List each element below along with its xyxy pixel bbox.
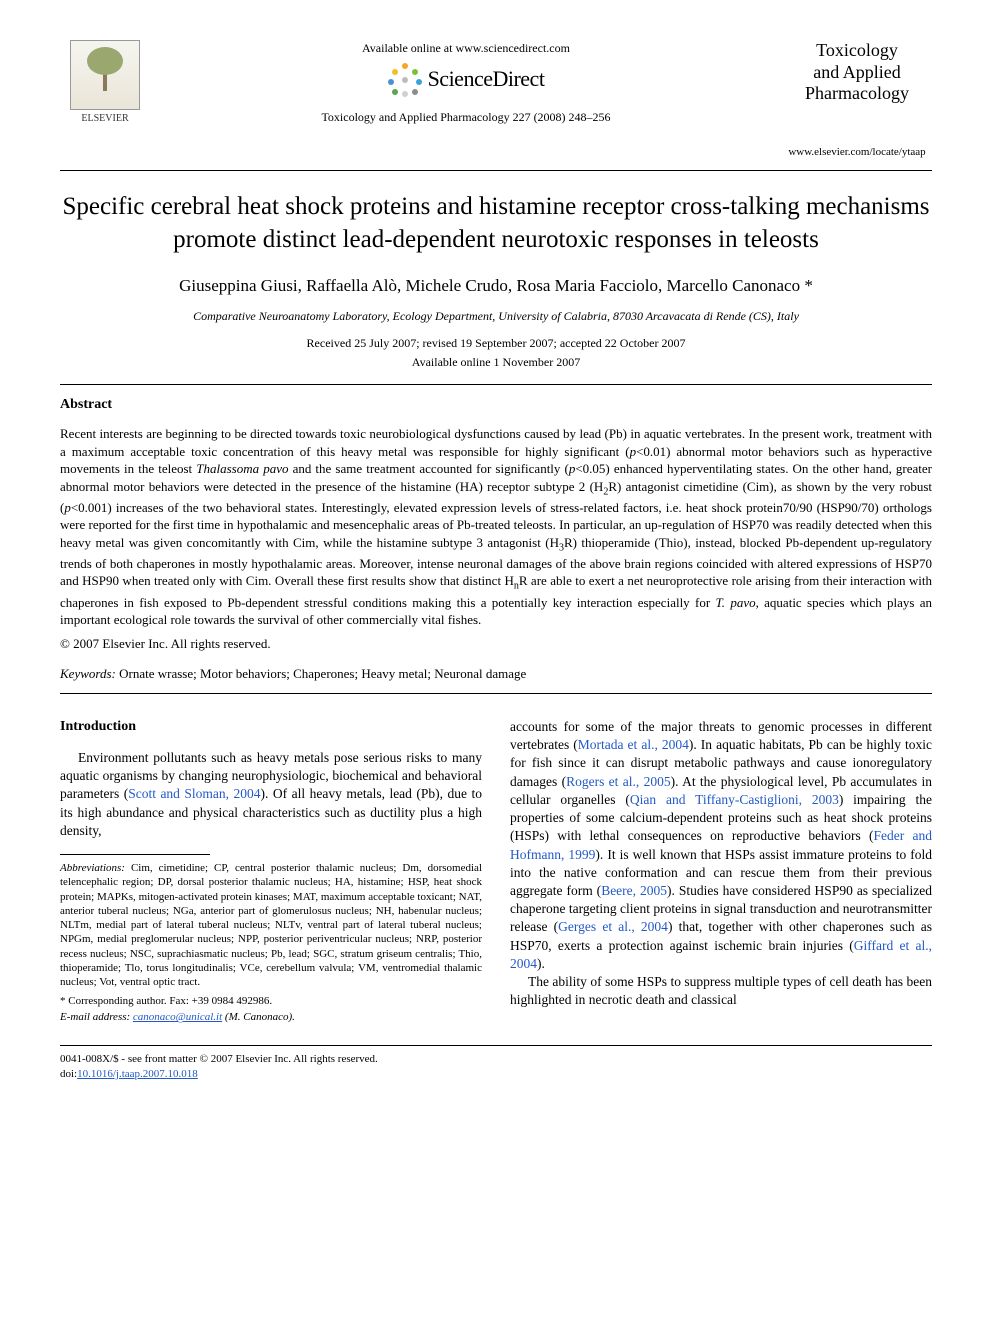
email-line: E-mail address: canonaco@unical.it (M. C… bbox=[60, 1010, 482, 1025]
citation-line: Toxicology and Applied Pharmacology 227 … bbox=[160, 109, 772, 126]
intro-para-2: The ability of some HSPs to suppress mul… bbox=[510, 973, 932, 1009]
left-column: Introduction Environment pollutants such… bbox=[60, 718, 482, 1025]
journal-box: Toxicology and Applied Pharmacology www.… bbox=[782, 40, 932, 160]
header-center: Available online at www.sciencedirect.co… bbox=[150, 40, 782, 126]
introduction-heading: Introduction bbox=[60, 718, 482, 737]
sciencedirect-text: ScienceDirect bbox=[428, 64, 545, 95]
abbrev-text: Cim, cimetidine; CP, central posterior t… bbox=[60, 862, 482, 988]
article-title: Specific cerebral heat shock proteins an… bbox=[60, 191, 932, 256]
dates-online: Available online 1 November 2007 bbox=[60, 354, 932, 371]
footnote-rule bbox=[60, 854, 210, 855]
keywords-text: Ornate wrasse; Motor behaviors; Chaperon… bbox=[119, 666, 526, 681]
footer-line1: 0041-008X/$ - see front matter © 2007 El… bbox=[60, 1052, 932, 1066]
journal-title: Toxicology and Applied Pharmacology bbox=[782, 40, 932, 105]
available-online-text: Available online at www.sciencedirect.co… bbox=[160, 40, 772, 57]
keywords-label: Keywords: bbox=[60, 666, 116, 681]
copyright: © 2007 Elsevier Inc. All rights reserved… bbox=[60, 635, 932, 653]
header-rule bbox=[60, 170, 932, 171]
doi-link[interactable]: 10.1016/j.taap.2007.10.018 bbox=[77, 1068, 198, 1080]
body-columns: Introduction Environment pollutants such… bbox=[60, 718, 932, 1025]
corresponding-author: * Corresponding author. Fax: +39 0984 49… bbox=[60, 994, 482, 1009]
journal-url: www.elsevier.com/locate/ytaap bbox=[782, 145, 932, 160]
affiliation: Comparative Neuroanatomy Laboratory, Eco… bbox=[60, 308, 932, 325]
abstract-bottom-rule bbox=[60, 693, 932, 694]
email-person: (M. Canonaco). bbox=[225, 1011, 295, 1023]
intro-para-1-cont: accounts for some of the major threats t… bbox=[510, 718, 932, 973]
abbrev-label: Abbreviations: bbox=[60, 862, 125, 874]
sciencedirect-dots-icon bbox=[388, 63, 422, 97]
right-column: accounts for some of the major threats t… bbox=[510, 718, 932, 1025]
abstract-heading: Abstract bbox=[60, 395, 932, 415]
abstract-top-rule bbox=[60, 384, 932, 385]
elsevier-logo: ELSEVIER bbox=[60, 40, 150, 126]
footer-rule bbox=[60, 1045, 932, 1046]
intro-para-1: Environment pollutants such as heavy met… bbox=[60, 749, 482, 840]
elsevier-label: ELSEVIER bbox=[60, 112, 150, 126]
email-link[interactable]: canonaco@unical.it bbox=[133, 1011, 222, 1023]
footer: 0041-008X/$ - see front matter © 2007 El… bbox=[60, 1052, 932, 1081]
keywords: Keywords: Ornate wrasse; Motor behaviors… bbox=[60, 665, 932, 683]
elsevier-tree-icon bbox=[70, 40, 140, 110]
abstract-body: Recent interests are beginning to be dir… bbox=[60, 425, 932, 629]
authors: Giuseppina Giusi, Raffaella Alò, Michele… bbox=[60, 274, 932, 298]
sciencedirect-logo: ScienceDirect bbox=[388, 63, 545, 97]
footer-doi: doi:10.1016/j.taap.2007.10.018 bbox=[60, 1067, 932, 1081]
header: ELSEVIER Available online at www.science… bbox=[60, 40, 932, 160]
email-label: E-mail address: bbox=[60, 1011, 130, 1023]
dates-received: Received 25 July 2007; revised 19 Septem… bbox=[60, 335, 932, 352]
abbreviations: Abbreviations: Cim, cimetidine; CP, cent… bbox=[60, 861, 482, 990]
